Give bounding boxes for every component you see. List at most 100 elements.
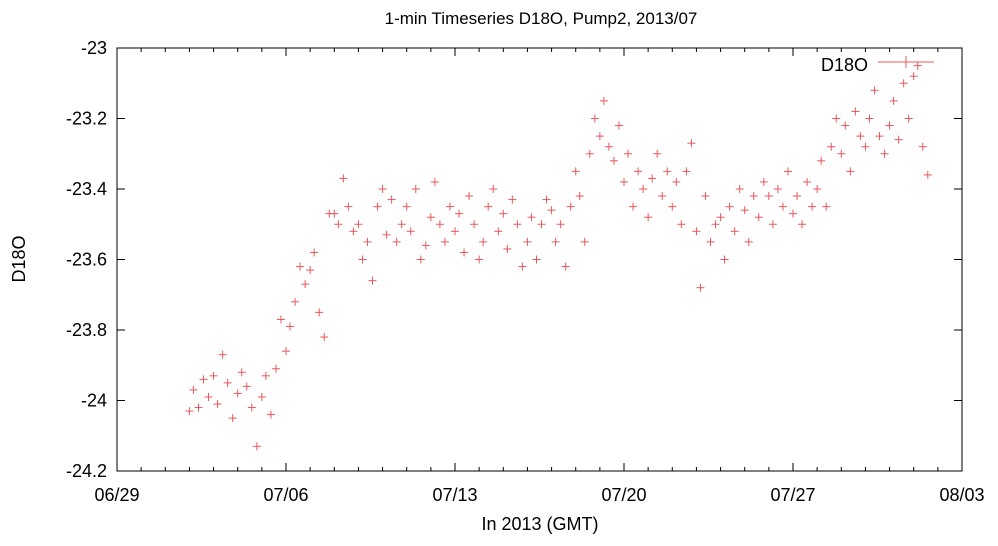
data-point (773, 185, 782, 193)
x-tick-label: 08/03 (939, 485, 984, 505)
data-point (692, 227, 701, 236)
data-point (918, 142, 927, 151)
x-tick-label: 07/13 (432, 485, 477, 505)
data-point (744, 237, 753, 246)
data-point (629, 202, 638, 211)
data-point (768, 220, 777, 229)
data-point (813, 185, 822, 193)
data-point (247, 403, 256, 412)
data-point (537, 220, 546, 229)
data-point (455, 209, 464, 218)
data-point (257, 392, 266, 401)
data-point (658, 192, 667, 201)
data-point (209, 371, 218, 380)
data-point (286, 322, 295, 331)
data-point (368, 276, 377, 285)
data-point (406, 227, 415, 236)
data-point (445, 202, 454, 211)
x-tick-label: 07/27 (770, 485, 815, 505)
data-point (875, 132, 884, 141)
data-point (677, 220, 686, 229)
data-point (349, 227, 358, 236)
data-point (426, 213, 435, 222)
data-point (354, 220, 363, 229)
data-point (330, 209, 339, 218)
y-tick-label: -24 (81, 391, 107, 411)
data-point (334, 220, 343, 229)
data-point (846, 167, 855, 176)
data-point (808, 202, 817, 211)
data-point (527, 213, 536, 222)
data-point (624, 149, 633, 158)
data-point (532, 255, 541, 264)
data-point (759, 177, 768, 186)
data-point (242, 382, 251, 391)
data-point (716, 213, 725, 222)
data-point (479, 237, 488, 246)
data-point (687, 139, 696, 148)
data-point (904, 114, 913, 123)
data-point (547, 206, 556, 215)
data-point (696, 283, 705, 292)
data-point (909, 72, 918, 81)
data-point (291, 297, 300, 306)
data-point (706, 237, 715, 246)
data-point (880, 149, 889, 158)
data-point (668, 202, 677, 211)
chart-title: 1-min Timeseries D18O, Pump2, 2013/07 (385, 9, 698, 28)
data-point (711, 220, 720, 229)
data-point (542, 195, 551, 204)
data-point (233, 389, 242, 398)
data-point (595, 132, 604, 141)
data-point (639, 185, 648, 193)
data-point (228, 414, 237, 423)
data-point (382, 230, 391, 239)
data-point (296, 262, 305, 271)
data-point (523, 237, 532, 246)
data-point (411, 185, 420, 193)
data-point (392, 237, 401, 246)
data-point (653, 149, 662, 158)
data-point (440, 237, 449, 246)
data-point (373, 202, 382, 211)
data-point (484, 202, 493, 211)
data-point (503, 244, 512, 253)
data-point (460, 248, 469, 257)
data-point (894, 135, 903, 144)
data-point (837, 149, 846, 158)
data-point (730, 227, 739, 236)
data-point (363, 237, 372, 246)
data-point (301, 280, 310, 289)
data-points (185, 61, 932, 451)
x-tick-label: 07/06 (263, 485, 308, 505)
data-point (435, 220, 444, 229)
data-point (793, 192, 802, 201)
data-point (237, 368, 246, 377)
data-point (194, 403, 203, 412)
data-point (590, 114, 599, 123)
data-point (465, 192, 474, 201)
y-tick-label: -23.2 (66, 109, 107, 129)
data-point (513, 220, 522, 229)
data-point (822, 202, 831, 211)
data-point (614, 121, 623, 130)
data-point (339, 174, 348, 183)
data-point (252, 442, 261, 451)
data-point (604, 142, 613, 151)
data-point (851, 107, 860, 116)
y-axis-label: D18O (9, 235, 29, 282)
y-tick-label: -24.2 (66, 461, 107, 481)
data-point (489, 185, 498, 193)
data-point (817, 156, 826, 165)
data-point (518, 262, 527, 271)
data-point (585, 149, 594, 158)
data-point (885, 121, 894, 130)
data-point (397, 220, 406, 229)
data-point (735, 185, 744, 193)
x-axis: 06/29 07/06 07/13 07/20 07/27 08/03 (94, 48, 985, 505)
data-point (923, 170, 932, 179)
data-point (609, 156, 618, 165)
data-point (282, 347, 290, 356)
data-point (223, 378, 232, 387)
